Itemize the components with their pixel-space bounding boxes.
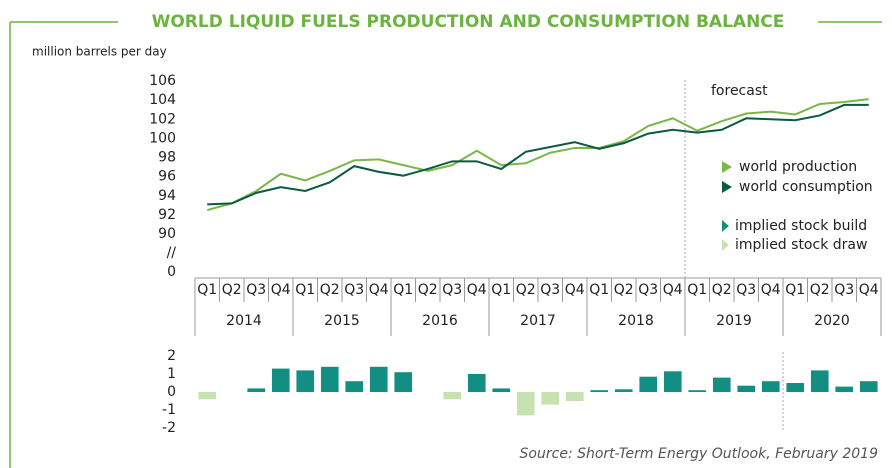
x-tick-label: Q1 bbox=[687, 282, 707, 298]
bar bbox=[320, 366, 339, 392]
x-tick-label: Q4 bbox=[859, 282, 879, 298]
y-tick-label: 102 bbox=[149, 111, 176, 127]
bar bbox=[712, 377, 731, 392]
x-tick-label: Q4 bbox=[663, 282, 683, 298]
y-tick-label: 1 bbox=[167, 366, 176, 382]
bar bbox=[492, 388, 511, 392]
x-tick-label: Q1 bbox=[197, 282, 217, 298]
x-tick-label: Q3 bbox=[638, 282, 658, 298]
x-tick-label: Q4 bbox=[369, 282, 389, 298]
x-tick-label: Q3 bbox=[246, 282, 266, 298]
bar bbox=[688, 390, 707, 392]
bar bbox=[835, 386, 854, 392]
y-tick-label: 90 bbox=[158, 226, 176, 242]
x-tick-label: Q3 bbox=[540, 282, 560, 298]
bar bbox=[614, 389, 633, 392]
legend-label: implied stock build bbox=[735, 218, 867, 234]
x-tick-label: Q3 bbox=[834, 282, 854, 298]
x-tick-label: Q1 bbox=[295, 282, 315, 298]
x-tick-label: Q2 bbox=[418, 282, 438, 298]
legend-marker bbox=[722, 220, 729, 232]
x-tick-label: Q2 bbox=[222, 282, 242, 298]
x-tick-label: Q1 bbox=[491, 282, 511, 298]
x-tick-label: Q3 bbox=[736, 282, 756, 298]
x-tick-label: Q1 bbox=[393, 282, 413, 298]
bar bbox=[737, 385, 756, 392]
series-line bbox=[207, 103, 869, 206]
year-label: 2019 bbox=[716, 313, 752, 329]
x-tick-label: Q2 bbox=[614, 282, 634, 298]
x-tick-label: Q4 bbox=[271, 282, 291, 298]
x-tick-label: Q2 bbox=[320, 282, 340, 298]
x-tick-label: Q2 bbox=[712, 282, 732, 298]
y-tick-label: 104 bbox=[149, 92, 176, 108]
x-tick-label: Q4 bbox=[467, 282, 487, 298]
bar bbox=[296, 370, 315, 392]
x-tick-label: Q1 bbox=[785, 282, 805, 298]
y-tick-label: 98 bbox=[158, 150, 176, 166]
y-label: million barrels per day bbox=[32, 45, 167, 59]
legend-marker bbox=[722, 239, 729, 251]
bar bbox=[541, 392, 560, 405]
year-label: 2018 bbox=[618, 313, 654, 329]
bar bbox=[467, 374, 486, 392]
bar bbox=[639, 376, 658, 392]
source: Source: Short-Term Energy Outlook, Febru… bbox=[520, 446, 879, 462]
y-tick-label: 106 bbox=[149, 73, 176, 89]
forecast-label: forecast bbox=[711, 83, 768, 99]
bar bbox=[810, 370, 829, 392]
y-tick-label: 0 bbox=[167, 264, 176, 280]
x-tick-label: Q1 bbox=[589, 282, 609, 298]
bar bbox=[761, 381, 780, 392]
legend-marker bbox=[722, 181, 732, 193]
bar bbox=[247, 388, 266, 392]
y-tick-label: 100 bbox=[149, 130, 176, 146]
y-tick-label: 94 bbox=[158, 188, 176, 204]
y-tick-label: -1 bbox=[162, 402, 176, 418]
bar bbox=[271, 368, 290, 392]
legend-label: world consumption bbox=[739, 179, 873, 195]
title: WORLD LIQUID FUELS PRODUCTION AND CONSUM… bbox=[152, 12, 785, 32]
legend-label: implied stock draw bbox=[735, 237, 867, 253]
bar bbox=[198, 392, 217, 400]
bar bbox=[516, 392, 535, 416]
bar bbox=[369, 366, 388, 392]
bar bbox=[859, 381, 878, 392]
x-tick-label: Q3 bbox=[442, 282, 462, 298]
x-tick-label: Q4 bbox=[565, 282, 585, 298]
x-tick-label: Q4 bbox=[761, 282, 781, 298]
x-tick-label: Q3 bbox=[344, 282, 364, 298]
legend-label: world production bbox=[739, 159, 857, 175]
x-tick-label: Q2 bbox=[516, 282, 536, 298]
legend-marker bbox=[722, 161, 732, 173]
bar bbox=[590, 390, 609, 392]
bar bbox=[565, 392, 584, 401]
y-tick-label: 0 bbox=[167, 384, 176, 400]
x-tick-label: Q2 bbox=[810, 282, 830, 298]
bar bbox=[345, 381, 364, 392]
y-tick-label: 92 bbox=[158, 207, 176, 223]
year-label: 2014 bbox=[226, 313, 262, 329]
axis-break: // bbox=[167, 245, 177, 261]
bar bbox=[786, 383, 805, 392]
bar bbox=[394, 372, 413, 392]
series-line bbox=[206, 98, 869, 212]
y-tick-label: 2 bbox=[167, 348, 176, 364]
year-label: 2017 bbox=[520, 313, 556, 329]
bar bbox=[443, 392, 462, 400]
year-label: 2020 bbox=[814, 313, 850, 329]
y-tick-label: -2 bbox=[162, 420, 176, 436]
bar bbox=[663, 371, 682, 392]
y-tick-label: 96 bbox=[158, 169, 176, 185]
year-label: 2016 bbox=[422, 313, 458, 329]
year-label: 2015 bbox=[324, 313, 360, 329]
